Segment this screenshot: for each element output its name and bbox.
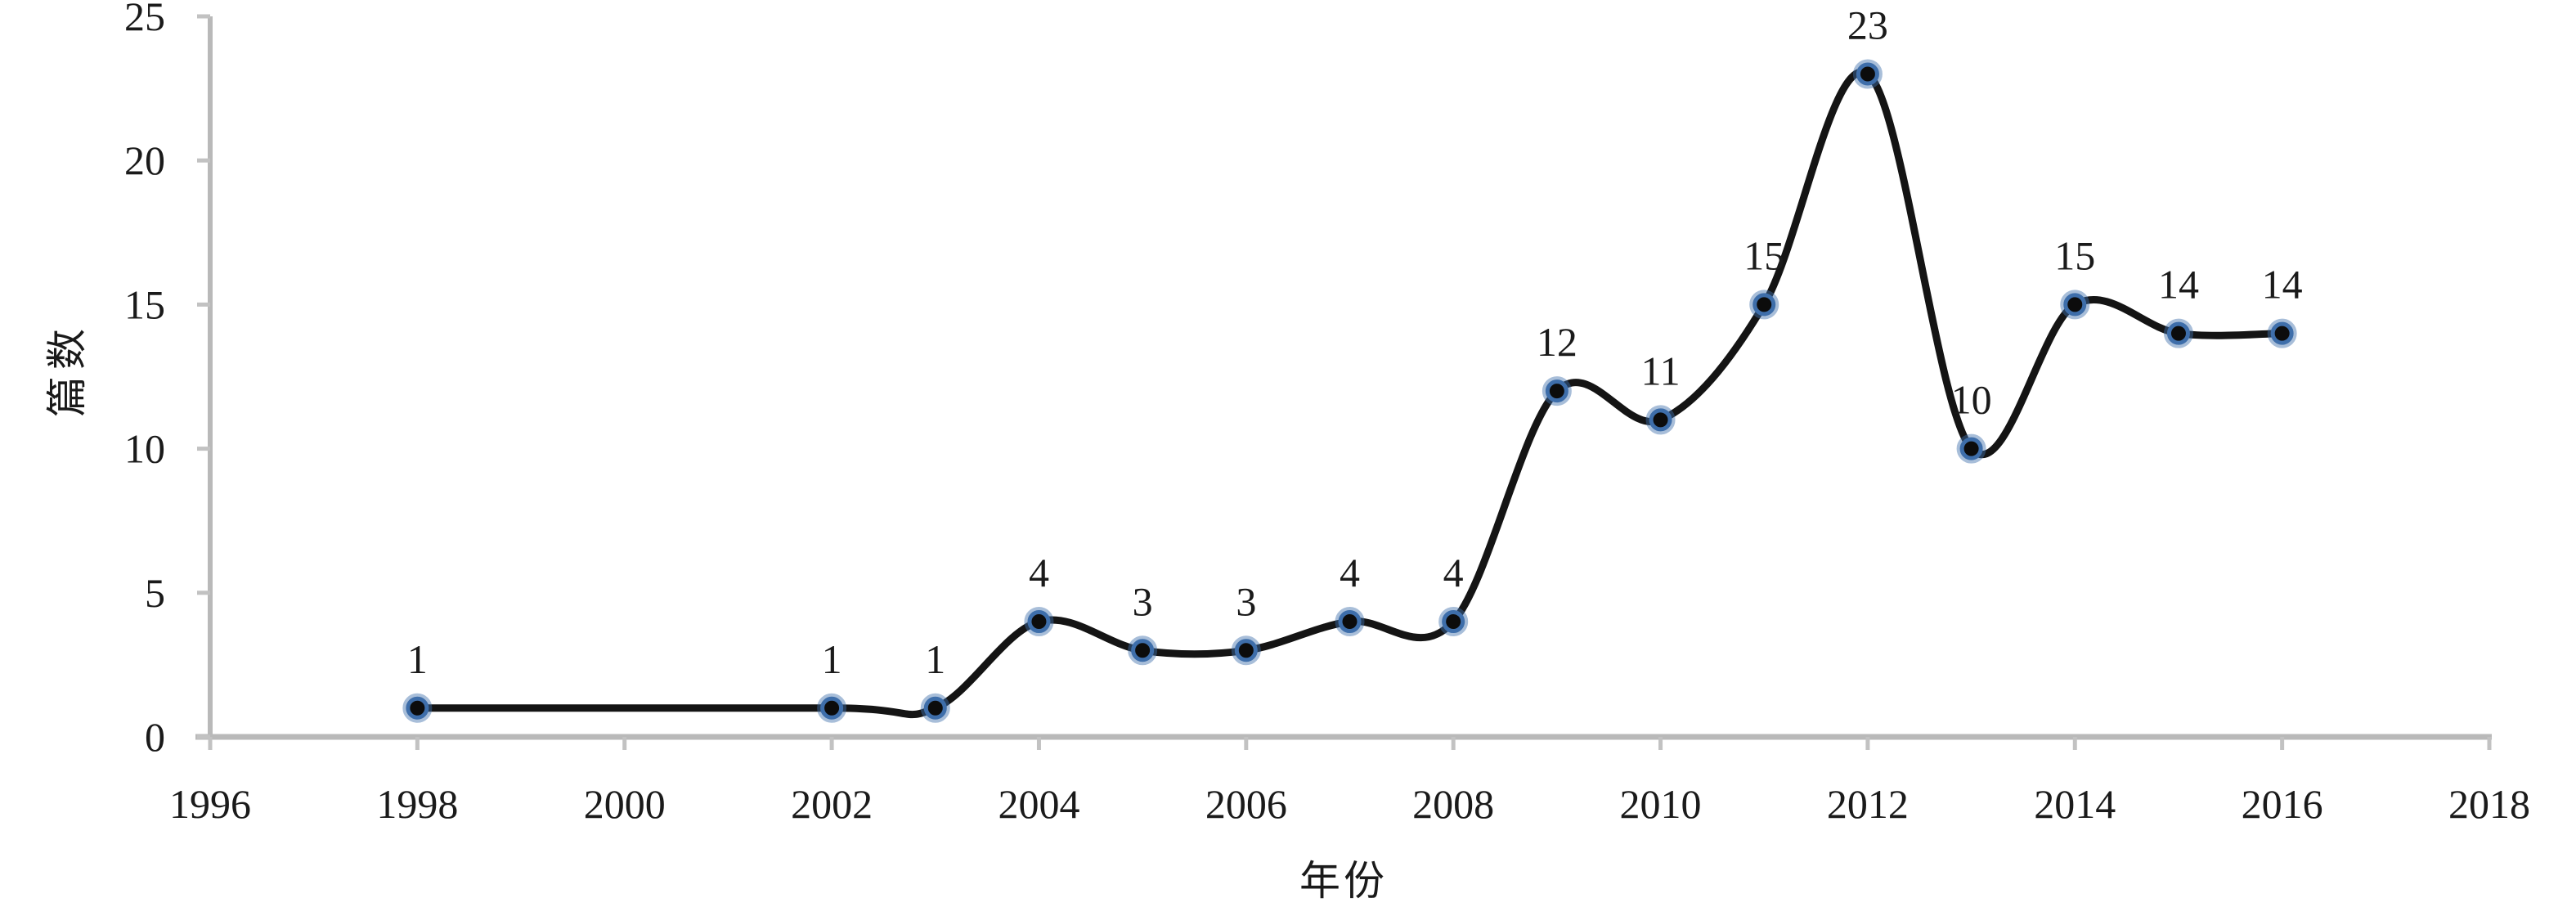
data-point-marker bbox=[820, 696, 844, 720]
data-point-marker bbox=[1649, 408, 1672, 432]
data-point-halo bbox=[2163, 318, 2193, 348]
x-tick-label: 2010 bbox=[1620, 781, 1702, 827]
data-point-halo bbox=[1438, 607, 1469, 637]
x-tick-label: 1998 bbox=[376, 781, 458, 827]
data-point-marker bbox=[1234, 639, 1258, 662]
data-point-label: 4 bbox=[1340, 550, 1360, 595]
data-point-label: 11 bbox=[1640, 348, 1680, 393]
data-point-halo bbox=[817, 693, 847, 723]
data-point-label: 1 bbox=[407, 636, 428, 682]
data-point-marker bbox=[2166, 321, 2190, 345]
x-tick-label: 2012 bbox=[1827, 781, 1909, 827]
x-tick-label: 2006 bbox=[1205, 781, 1287, 827]
data-point-halo bbox=[1956, 433, 1986, 464]
data-point-marker bbox=[1027, 610, 1051, 634]
data-point-halo bbox=[402, 693, 433, 723]
y-tick-label: 5 bbox=[145, 570, 165, 616]
series-line bbox=[413, 68, 2287, 719]
x-tick-label: 2004 bbox=[998, 781, 1079, 827]
data-point-marker bbox=[1131, 639, 1155, 662]
data-point-marker bbox=[1856, 62, 1879, 86]
x-tick-label: 2014 bbox=[2034, 781, 2116, 827]
x-tick-label: 2002 bbox=[791, 781, 873, 827]
data-point-halo bbox=[1852, 59, 1883, 89]
data-point-label: 15 bbox=[1744, 232, 1784, 278]
x-tick-label: 1996 bbox=[169, 781, 251, 827]
y-tick-label: 20 bbox=[124, 137, 165, 183]
y-tick-label: 15 bbox=[124, 281, 165, 327]
data-point-label: 4 bbox=[1443, 550, 1464, 595]
x-axis-title: 年份 bbox=[1299, 858, 1388, 904]
data-point-halo bbox=[920, 693, 950, 723]
y-tick-label: 0 bbox=[145, 714, 165, 760]
x-tick-label: 2008 bbox=[1412, 781, 1494, 827]
data-point-label: 3 bbox=[1236, 578, 1256, 624]
data-point-marker bbox=[2063, 293, 2087, 317]
data-point-label: 1 bbox=[925, 636, 945, 682]
x-tick-label: 2000 bbox=[584, 781, 666, 827]
data-point-label: 10 bbox=[1951, 377, 1992, 423]
y-tick-label: 25 bbox=[124, 0, 165, 39]
data-point-marker bbox=[923, 696, 947, 720]
data-point-halo bbox=[1024, 607, 1054, 637]
data-point-halo bbox=[1542, 376, 1572, 406]
data-point-label: 15 bbox=[2054, 232, 2095, 278]
data-point-halo bbox=[1645, 405, 1676, 435]
data-point-marker bbox=[406, 696, 429, 720]
data-point-label: 14 bbox=[2262, 262, 2303, 308]
data-point-halo bbox=[2060, 290, 2090, 320]
y-tick-label: 10 bbox=[124, 426, 165, 472]
data-point-marker bbox=[2270, 321, 2294, 345]
data-point-halo bbox=[2267, 318, 2297, 348]
data-point-marker bbox=[1959, 437, 1983, 460]
data-point-label: 12 bbox=[1537, 319, 1577, 365]
data-point-marker bbox=[1545, 379, 1568, 403]
x-tick-label: 2016 bbox=[2242, 781, 2323, 827]
data-point-label: 23 bbox=[1847, 2, 1888, 47]
data-point-marker bbox=[1338, 610, 1362, 634]
data-point-halo bbox=[1749, 290, 1779, 320]
data-point-label: 3 bbox=[1133, 578, 1153, 624]
data-point-marker bbox=[1442, 610, 1465, 634]
data-point-label: 14 bbox=[2158, 262, 2199, 308]
data-point-label: 4 bbox=[1029, 550, 1049, 595]
data-point-marker bbox=[1752, 293, 1776, 317]
data-point-halo bbox=[1335, 607, 1365, 637]
data-point-halo bbox=[1128, 635, 1158, 666]
data-point-label: 1 bbox=[822, 636, 842, 682]
x-tick-label: 2018 bbox=[2448, 781, 2530, 827]
data-point-halo bbox=[1231, 635, 1261, 666]
y-axis-title: 篇数 bbox=[44, 322, 90, 417]
